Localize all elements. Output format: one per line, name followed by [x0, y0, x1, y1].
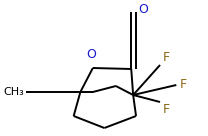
Text: F: F — [163, 51, 170, 64]
Text: O: O — [86, 48, 96, 61]
Text: F: F — [179, 78, 186, 92]
Text: O: O — [138, 3, 148, 16]
Text: CH₃: CH₃ — [3, 87, 24, 97]
Text: F: F — [163, 103, 170, 116]
